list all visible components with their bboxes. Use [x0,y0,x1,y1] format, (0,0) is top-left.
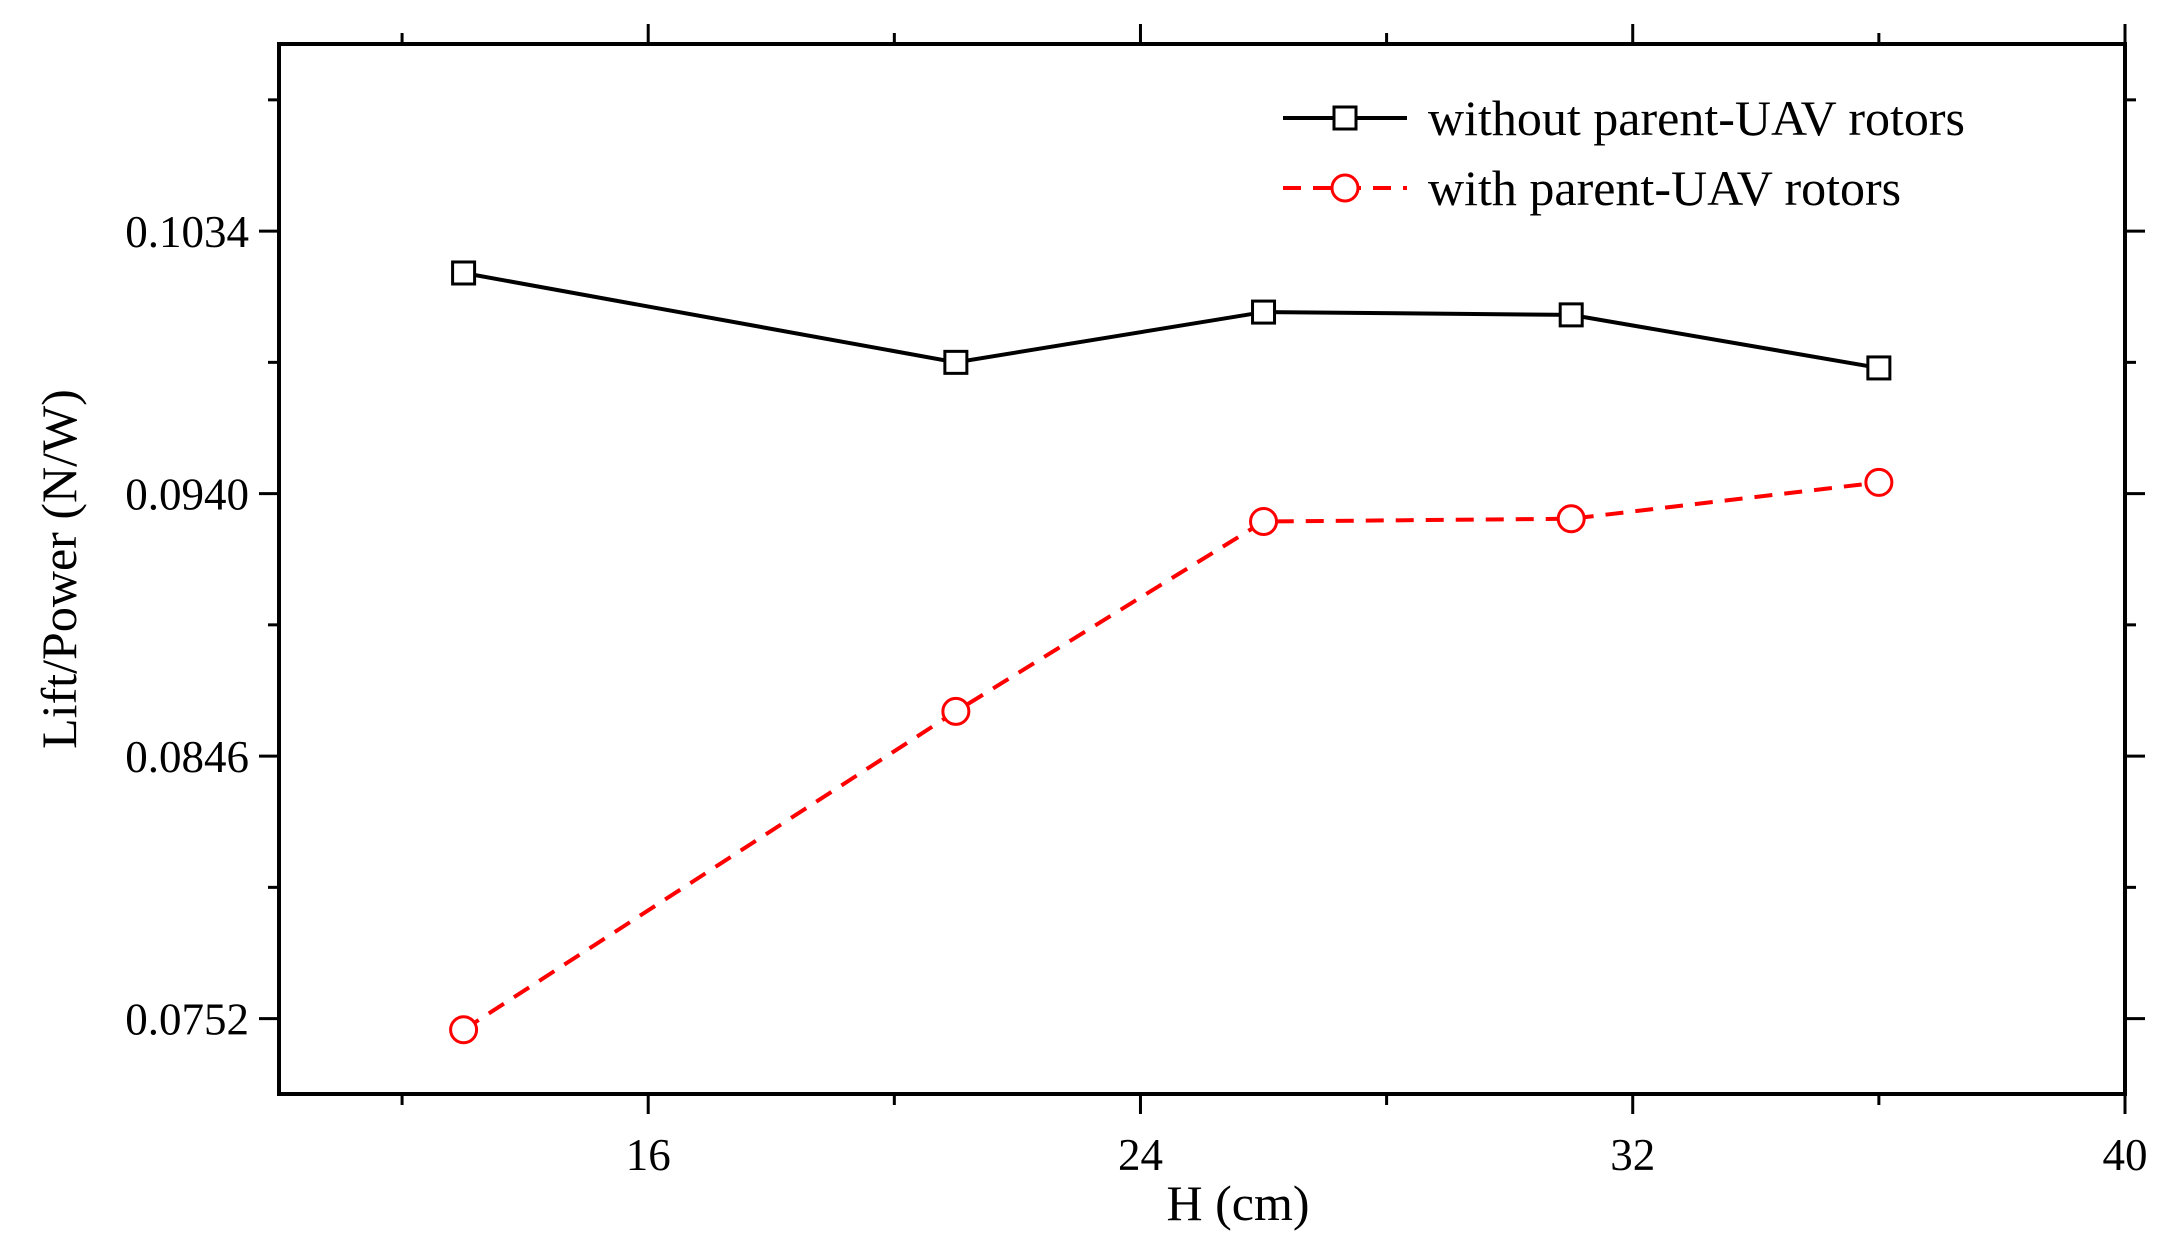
x-tick-label: 24 [1118,1130,1163,1180]
series-1 [451,260,1892,381]
y-tick-label: 0.1034 [125,207,249,257]
plot-frame [277,42,2127,1096]
x-tick-label: 32 [1610,1130,1655,1180]
y-tick-label: 0.0940 [125,470,249,520]
series-line [463,271,1880,370]
x-tick-label: 16 [626,1130,671,1180]
data-point [1251,299,1277,325]
data-point [1249,507,1279,537]
data-point [1864,467,1894,497]
data-point [1558,302,1584,328]
data-point [1556,504,1586,534]
plot-area [277,42,2127,1096]
data-point [941,696,971,726]
legend-marker [1330,173,1360,203]
legend-item-1: without parent-UAV rotors [1283,90,1965,146]
data-point [449,1015,479,1045]
legend: without parent-UAV rotors with parent-UAV… [1283,90,1965,216]
series-2 [449,467,1894,1045]
legend-item-2: with parent-UAV rotors [1283,160,1901,216]
legend-label: without parent-UAV rotors [1428,90,1965,146]
data-point [451,260,477,286]
axes: 16 24 32 40 0.0752 0.0846 0.0940 0.1034 H (cm) Li… [31,24,2148,1231]
legend-label: with parent-UAV rotors [1428,160,1901,216]
legend-marker [1332,105,1358,131]
y-tick-label: 0.0752 [125,995,249,1045]
y-tick-label: 0.0846 [125,732,249,782]
data-point [1866,355,1892,381]
data-point [943,349,969,375]
x-tick-label: 40 [2103,1130,2148,1180]
x-axis-title: H (cm) [1167,1175,1310,1231]
series-line [462,480,1880,1032]
y-axis-title: Lift/Power (N/W) [31,389,87,749]
series-group [449,260,1894,1045]
